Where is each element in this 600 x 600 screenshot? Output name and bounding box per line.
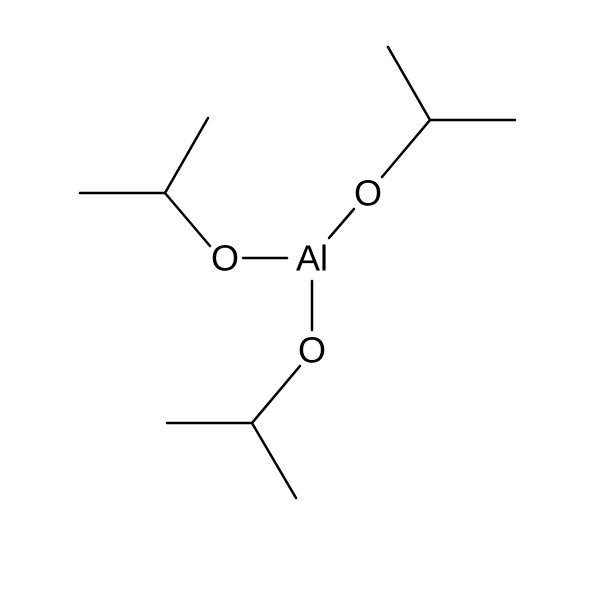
bond-al-o2 <box>329 209 354 238</box>
atoms-group: Al O O O <box>211 173 382 371</box>
atom-o2: O <box>354 173 382 214</box>
bond-o3-c <box>252 366 300 423</box>
atom-o3: O <box>298 330 326 371</box>
atom-o1: O <box>211 238 239 279</box>
molecule-diagram: Al O O O <box>0 0 600 600</box>
bond-iprop2-b <box>388 47 430 120</box>
bond-iprop1-b <box>165 118 208 193</box>
bond-o1-c <box>165 193 210 246</box>
bond-o2-c <box>382 120 430 177</box>
bond-iprop3-b <box>252 423 296 498</box>
atom-al: Al <box>296 238 328 279</box>
